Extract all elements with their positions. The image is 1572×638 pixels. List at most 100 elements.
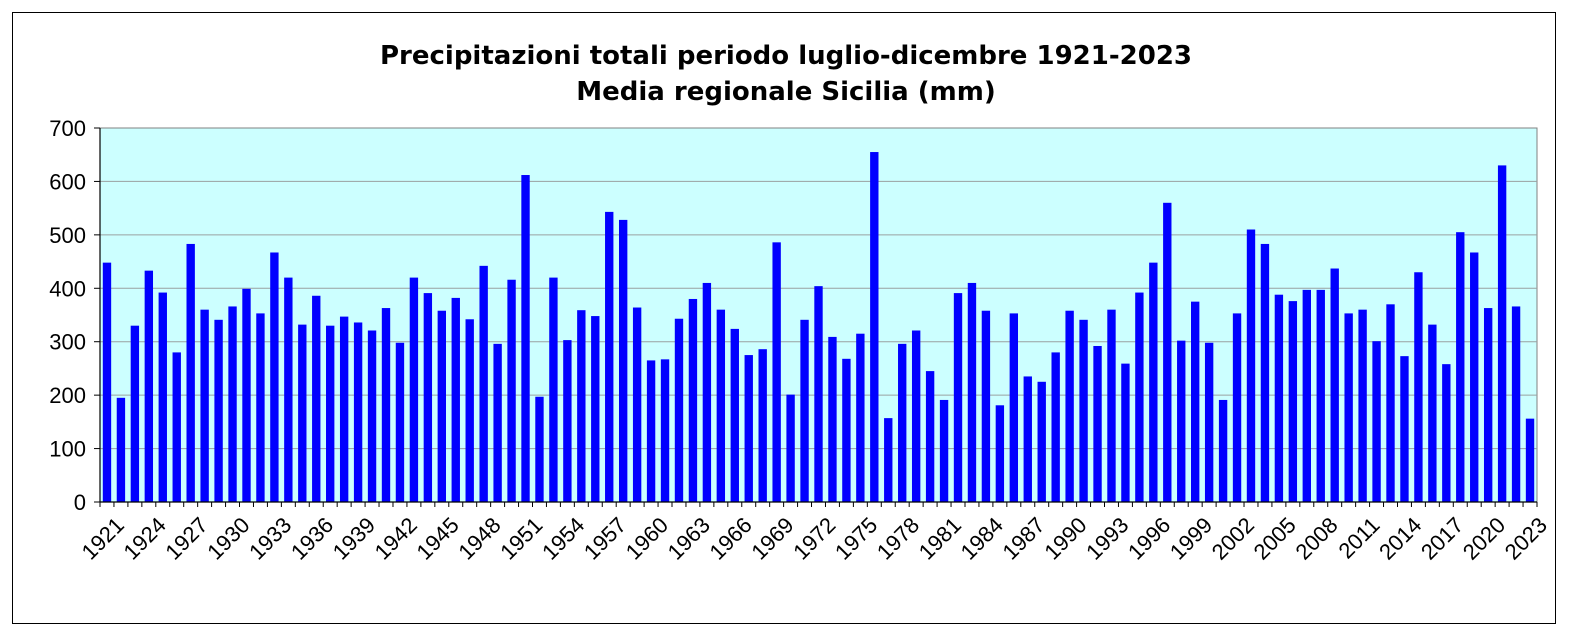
bar-1938 <box>339 316 349 502</box>
bar-2004 <box>1260 243 1270 502</box>
bar-1961 <box>660 359 670 502</box>
bar-1987 <box>1023 376 1032 502</box>
chart-title-block: Precipitazioni totali periodo luglio-dic… <box>0 38 1572 110</box>
y-tick-label: 400 <box>49 276 86 301</box>
x-tick-label: 1990 <box>1039 512 1091 564</box>
bar-2019 <box>1470 252 1479 502</box>
x-tick-label: 1930 <box>202 512 254 564</box>
bar-1941 <box>381 308 391 502</box>
chart-subtitle: Media regionale Sicilia (mm) <box>576 77 996 107</box>
chart-title: Precipitazioni totali periodo luglio-dic… <box>379 41 1193 71</box>
x-tick-label: 1966 <box>704 512 756 564</box>
x-tick-label: 1933 <box>244 512 296 564</box>
bar-2010 <box>1344 313 1353 502</box>
bar-1960 <box>646 360 656 502</box>
bar-1923 <box>130 325 140 502</box>
bar-1950 <box>507 279 516 502</box>
bar-2022 <box>1511 306 1521 502</box>
bar-1985 <box>995 405 1005 502</box>
bar-2012 <box>1372 341 1381 502</box>
bar-1946 <box>451 297 460 502</box>
bar-1922 <box>116 397 126 502</box>
bar-1955 <box>577 310 586 502</box>
y-tick-label: 500 <box>49 223 86 248</box>
y-tick-label: 0 <box>74 490 86 515</box>
bar-1993 <box>1107 309 1116 502</box>
bar-1963 <box>688 298 698 502</box>
x-tick-label: 2023 <box>1500 512 1552 564</box>
x-tick-label: 2017 <box>1416 512 1468 564</box>
bar-1994 <box>1121 363 1130 502</box>
bar-2000 <box>1204 342 1214 502</box>
bar-1992 <box>1093 345 1102 502</box>
bar-1979 <box>911 330 921 502</box>
bar-1962 <box>674 318 684 502</box>
x-tick-label: 1963 <box>663 512 715 564</box>
bar-2018 <box>1456 232 1465 502</box>
bar-1972 <box>814 286 823 502</box>
bar-1995 <box>1135 292 1144 502</box>
bar-1934 <box>284 277 293 502</box>
bar-2015 <box>1414 272 1423 502</box>
bar-1974 <box>842 358 851 502</box>
bar-1926 <box>172 352 181 502</box>
bar-1970 <box>786 394 795 502</box>
bar-1945 <box>437 310 446 502</box>
y-tick-label: 300 <box>49 330 86 355</box>
bar-1981 <box>939 399 949 502</box>
bar-1948 <box>479 265 488 502</box>
x-tick-label: 1957 <box>579 512 631 564</box>
x-tick-label: 1927 <box>160 512 212 564</box>
bar-1975 <box>856 333 865 502</box>
y-tick-label: 600 <box>49 169 86 194</box>
bar-2017 <box>1442 364 1451 502</box>
x-tick-label: 1984 <box>956 512 1008 564</box>
bar-2021 <box>1497 165 1507 502</box>
x-tick-label: 2008 <box>1290 512 1342 564</box>
x-tick-label: 1951 <box>495 512 547 564</box>
x-tick-label: 1996 <box>1123 512 1175 564</box>
bar-2002 <box>1232 313 1242 502</box>
y-axis-ticks: 0 100 200 300 400 500 600 700 <box>49 116 86 515</box>
x-tick-label: 2011 <box>1333 512 1384 563</box>
bar-1996 <box>1149 262 1158 502</box>
x-tick-label: 1981 <box>914 512 966 564</box>
bar-2007 <box>1302 289 1311 502</box>
bar-1943 <box>409 277 419 502</box>
bar-1964 <box>702 282 712 502</box>
x-tick-label: 2002 <box>1207 512 1259 564</box>
bar-1988 <box>1037 381 1046 502</box>
bar-2003 <box>1246 229 1256 502</box>
y-tick-label: 200 <box>49 383 86 408</box>
bar-1978 <box>898 343 907 502</box>
x-tick-label: 1987 <box>997 512 1049 564</box>
bar-1989 <box>1051 352 1060 502</box>
x-tick-label: 2014 <box>1374 512 1426 564</box>
bar-1957 <box>605 211 614 502</box>
bar-1925 <box>158 292 167 502</box>
x-tick-label: 1942 <box>370 512 422 564</box>
x-tick-label: 1972 <box>788 512 840 564</box>
bar-1966 <box>730 328 739 502</box>
bar-2005 <box>1274 294 1284 502</box>
bar-1969 <box>772 242 781 502</box>
bar-1967 <box>744 355 753 502</box>
bar-1956 <box>591 316 600 502</box>
bar-1959 <box>632 307 642 502</box>
bar-1954 <box>563 340 572 502</box>
bar-1986 <box>1009 313 1019 502</box>
bar-1929 <box>214 319 223 502</box>
x-axis-ticks: 1921192419271930193319361939194219451948… <box>77 512 1552 564</box>
bar-1935 <box>298 324 307 502</box>
x-tick-label: 2005 <box>1249 512 1301 564</box>
bar-1933 <box>270 252 279 502</box>
bar-1973 <box>828 336 837 502</box>
bar-2020 <box>1483 308 1493 502</box>
x-tick-label: 2020 <box>1458 512 1510 564</box>
bar-1947 <box>465 319 474 502</box>
bar-2013 <box>1386 304 1395 502</box>
x-tick-label: 1999 <box>1165 512 1217 564</box>
bar-1924 <box>144 270 154 502</box>
x-tick-label: 1936 <box>286 512 338 564</box>
bar-2016 <box>1428 324 1437 502</box>
